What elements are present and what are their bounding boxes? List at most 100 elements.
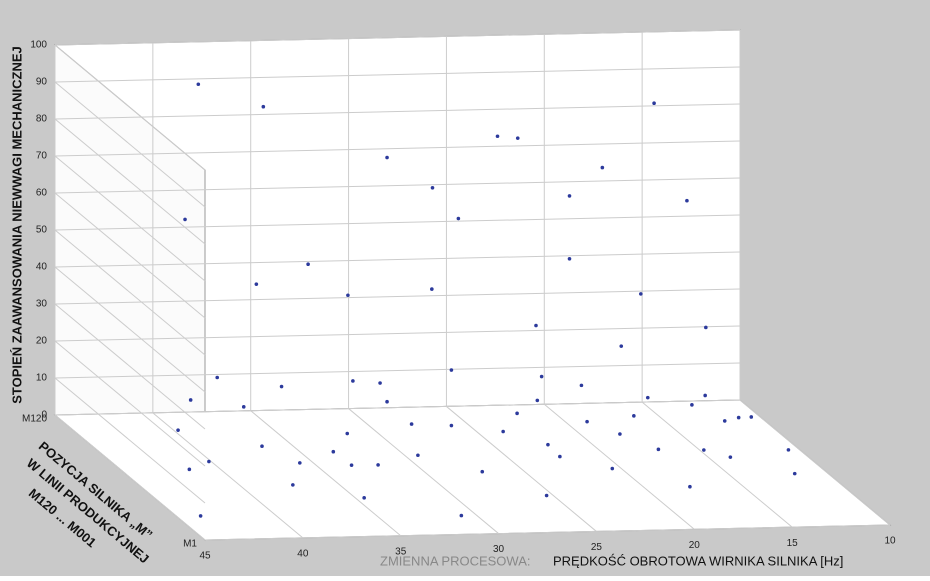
grid-line [54, 288, 741, 305]
point [688, 484, 692, 489]
point [430, 185, 435, 190]
point [187, 467, 192, 472]
y-tick-label: M120 [22, 414, 47, 425]
point [351, 379, 355, 383]
point [385, 399, 389, 404]
point [728, 455, 733, 459]
point [546, 442, 550, 447]
walls [53, 29, 892, 542]
point [690, 403, 694, 407]
z-tick-label: 20 [36, 336, 48, 347]
grid-line [54, 399, 741, 416]
x-tick-label: 20 [689, 540, 701, 551]
point [579, 383, 584, 388]
point [241, 405, 246, 409]
grid-line [54, 229, 206, 356]
y-tick-label: M1 [183, 539, 197, 550]
point [749, 415, 754, 419]
point [260, 444, 264, 448]
grid-line [543, 403, 695, 530]
point [459, 513, 464, 518]
grid-line [54, 81, 206, 208]
point [539, 374, 544, 379]
point [449, 423, 454, 428]
point [188, 398, 193, 402]
grid-line [641, 401, 793, 528]
grid-line [54, 251, 741, 268]
point [345, 431, 350, 436]
grid-line [54, 303, 206, 430]
grid-line [204, 524, 891, 541]
grid-line [54, 140, 741, 157]
x-tick-label: 40 [297, 548, 309, 559]
z-tick-label: 40 [36, 262, 48, 273]
grid-line [54, 266, 206, 393]
point [619, 344, 624, 348]
point [449, 368, 454, 372]
point [567, 256, 572, 261]
point [409, 422, 414, 426]
grid-line [54, 44, 206, 171]
point [376, 463, 380, 467]
grid-line [446, 406, 597, 532]
x-tick-label: 10 [884, 536, 896, 547]
point [362, 496, 366, 500]
grid-line [54, 66, 741, 83]
point [430, 287, 434, 291]
grid-line [54, 103, 741, 120]
grid-line [250, 410, 402, 537]
z-tick-label: 100 [30, 40, 47, 51]
x-tick-label: 45 [199, 551, 211, 562]
point [704, 325, 708, 330]
z-tick-label: 30 [36, 299, 48, 310]
grid-line [54, 362, 741, 379]
grid-line [54, 177, 741, 194]
point [279, 384, 284, 389]
point [600, 165, 605, 170]
point [176, 428, 180, 432]
point [306, 262, 310, 266]
point [567, 194, 572, 198]
point [378, 381, 382, 385]
point [254, 282, 259, 286]
point [291, 483, 295, 487]
grid-line [348, 408, 499, 534]
point [207, 459, 211, 464]
point [618, 432, 622, 436]
x-tick-label: 35 [395, 546, 407, 557]
point [786, 448, 791, 452]
z-tick-label: 80 [36, 114, 48, 125]
grid-line [54, 377, 206, 504]
grid-line [54, 214, 741, 231]
x-axis-label: PRĘDKOŚĆ OBROTOWA WIRNIKA SILNIKA [Hz] [553, 553, 843, 568]
grid-line [54, 414, 206, 541]
z-axis-label: STOPIEŃ ZAAWANSOWANIA NIEWWAGI MECHANICZ… [9, 46, 24, 404]
point [456, 216, 461, 221]
point [792, 471, 797, 476]
z-tick-label: 50 [36, 225, 48, 236]
point [480, 469, 485, 474]
point [183, 217, 187, 222]
grid-line [54, 155, 206, 282]
point [656, 447, 661, 452]
point [495, 134, 500, 139]
point [544, 493, 549, 498]
x-axis-label-prefix: ZMIENNA PROCESOWA: [380, 553, 530, 568]
point [349, 463, 354, 467]
point [261, 104, 266, 109]
grid-line [54, 29, 741, 46]
z-tick-label: 60 [36, 188, 48, 199]
point [652, 101, 656, 106]
point [196, 82, 201, 87]
point [685, 198, 689, 203]
grid-line [739, 399, 891, 526]
grid-line [54, 340, 206, 467]
z-tick-label: 90 [36, 77, 48, 88]
z-tick-label: 10 [36, 373, 48, 384]
point [298, 461, 302, 465]
point [535, 398, 540, 403]
point [702, 448, 706, 452]
point [558, 454, 562, 459]
point [215, 375, 220, 380]
